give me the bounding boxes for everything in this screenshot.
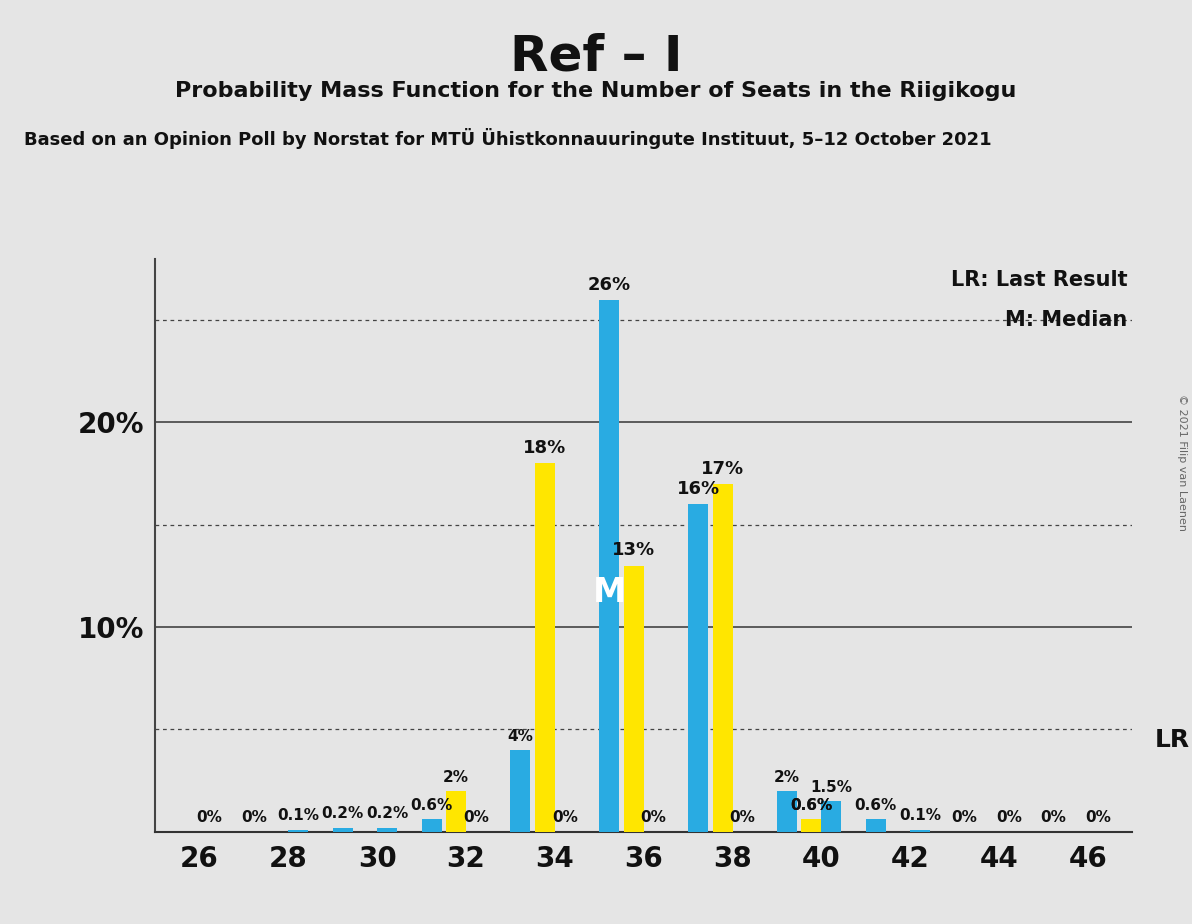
- Text: Based on an Opinion Poll by Norstat for MTÜ Ühistkonnauuringute Instituut, 5–12 : Based on an Opinion Poll by Norstat for …: [24, 128, 992, 149]
- Text: LR: LR: [1155, 727, 1190, 751]
- Text: M: Median: M: Median: [1005, 310, 1128, 330]
- Text: 0%: 0%: [1041, 810, 1067, 825]
- Bar: [911, 830, 930, 832]
- Bar: [600, 299, 620, 832]
- Text: 0%: 0%: [462, 810, 489, 825]
- Text: 0%: 0%: [641, 810, 666, 825]
- Text: 4%: 4%: [508, 729, 533, 744]
- Text: 0.6%: 0.6%: [855, 798, 896, 813]
- Text: 1.5%: 1.5%: [811, 780, 852, 795]
- Text: 17%: 17%: [701, 459, 744, 478]
- Bar: [422, 820, 441, 832]
- Bar: [535, 463, 554, 832]
- Text: 0.6%: 0.6%: [790, 798, 832, 813]
- Bar: [288, 830, 309, 832]
- Text: 0.1%: 0.1%: [899, 808, 942, 823]
- Text: LR: Last Result: LR: Last Result: [951, 270, 1128, 290]
- Text: 18%: 18%: [523, 439, 566, 457]
- Bar: [865, 820, 886, 832]
- Text: 16%: 16%: [677, 480, 720, 498]
- Text: 26%: 26%: [588, 275, 631, 294]
- Bar: [623, 565, 644, 832]
- Text: 0.2%: 0.2%: [366, 807, 408, 821]
- Text: 0.6%: 0.6%: [410, 798, 453, 813]
- Text: 13%: 13%: [613, 541, 656, 559]
- Text: M: M: [592, 576, 626, 609]
- Bar: [510, 749, 530, 832]
- Bar: [377, 828, 397, 832]
- Text: 0%: 0%: [951, 810, 977, 825]
- Bar: [446, 791, 466, 832]
- Text: 0%: 0%: [197, 810, 223, 825]
- Bar: [713, 484, 733, 832]
- Text: 0.1%: 0.1%: [278, 808, 319, 823]
- Text: 0%: 0%: [552, 810, 578, 825]
- Bar: [333, 828, 353, 832]
- Text: 0%: 0%: [997, 810, 1022, 825]
- Bar: [801, 820, 821, 832]
- Text: 0%: 0%: [241, 810, 267, 825]
- Text: © 2021 Filip van Laenen: © 2021 Filip van Laenen: [1178, 394, 1187, 530]
- Text: 0%: 0%: [1085, 810, 1111, 825]
- Bar: [688, 505, 708, 832]
- Text: 0.2%: 0.2%: [322, 807, 364, 821]
- Bar: [777, 791, 797, 832]
- Text: 2%: 2%: [774, 770, 800, 784]
- Text: Probability Mass Function for the Number of Seats in the Riigikogu: Probability Mass Function for the Number…: [175, 81, 1017, 102]
- Text: 0%: 0%: [730, 810, 756, 825]
- Text: 0.6%: 0.6%: [790, 798, 832, 813]
- Text: Ref – I: Ref – I: [510, 32, 682, 80]
- Text: 2%: 2%: [443, 770, 468, 784]
- Bar: [821, 801, 842, 832]
